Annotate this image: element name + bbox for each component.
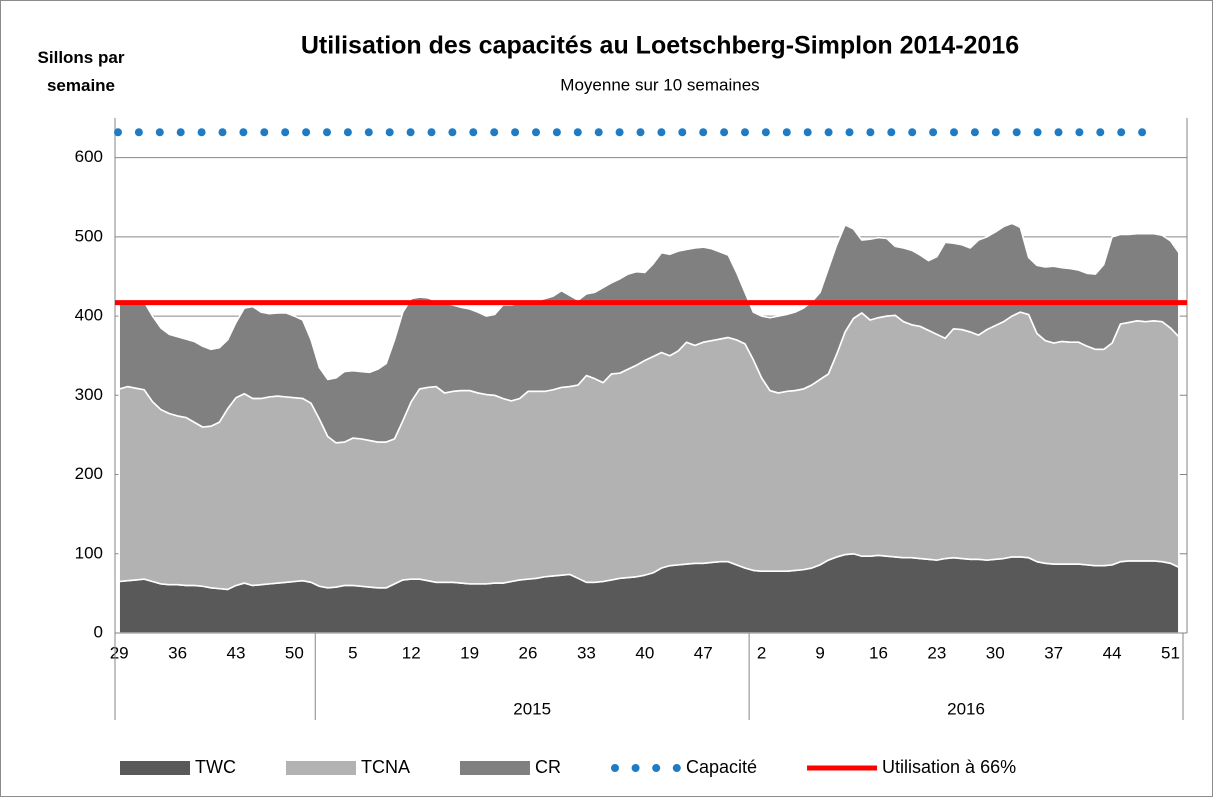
legend-swatch [120,761,190,775]
legend-swatch [459,761,530,775]
y-tick-label: 600 [75,147,103,166]
y-tick-label: 0 [94,622,103,641]
y-tick-label: 100 [75,543,103,562]
legend-label: Utilisation à 66% [882,757,1016,777]
y-tick-label: 400 [75,306,103,325]
area [118,222,1180,444]
x-tick-label: 44 [1103,643,1122,662]
x-tick-label: 40 [635,643,654,662]
y-tick-label: 300 [75,385,103,404]
chart-subtitle: Moyenne sur 10 semaines [560,75,759,94]
x-tick-label: 37 [1044,643,1063,662]
legend-label: TCNA [361,757,410,777]
chart-title: Utilisation des capacités au Loetschberg… [301,32,1019,60]
x-tick-label: 23 [927,643,946,662]
legend-swatch [285,761,356,775]
x-tick-label: 2 [757,643,766,662]
x-tick-label: 47 [694,643,713,662]
x-tick-label: 36 [168,643,187,662]
x-tick-label: 12 [402,643,421,662]
x-tick-label: 9 [815,643,824,662]
x-tick-label: 29 [110,643,129,662]
legend-label: CR [535,757,561,777]
x-tick-label: 33 [577,643,596,662]
legend-label: TWC [195,757,236,777]
x-tick-label: 30 [986,643,1005,662]
x-tick-label: 51 [1161,643,1180,662]
x-tick-label: 43 [227,643,246,662]
legend-label: Capacité [686,757,757,777]
group-label: 2016 [947,699,985,718]
x-tick-label: 50 [285,643,304,662]
group-label: 2015 [513,699,551,718]
x-tick-label: 26 [519,643,538,662]
x-tick-label: 19 [460,643,479,662]
x-tick-label: 5 [348,643,357,662]
y-tick-label: 500 [75,226,103,245]
y-axis-label: Sillons par semaine [37,48,125,95]
y-tick-label: 200 [75,464,103,483]
x-tick-label: 16 [869,643,888,662]
